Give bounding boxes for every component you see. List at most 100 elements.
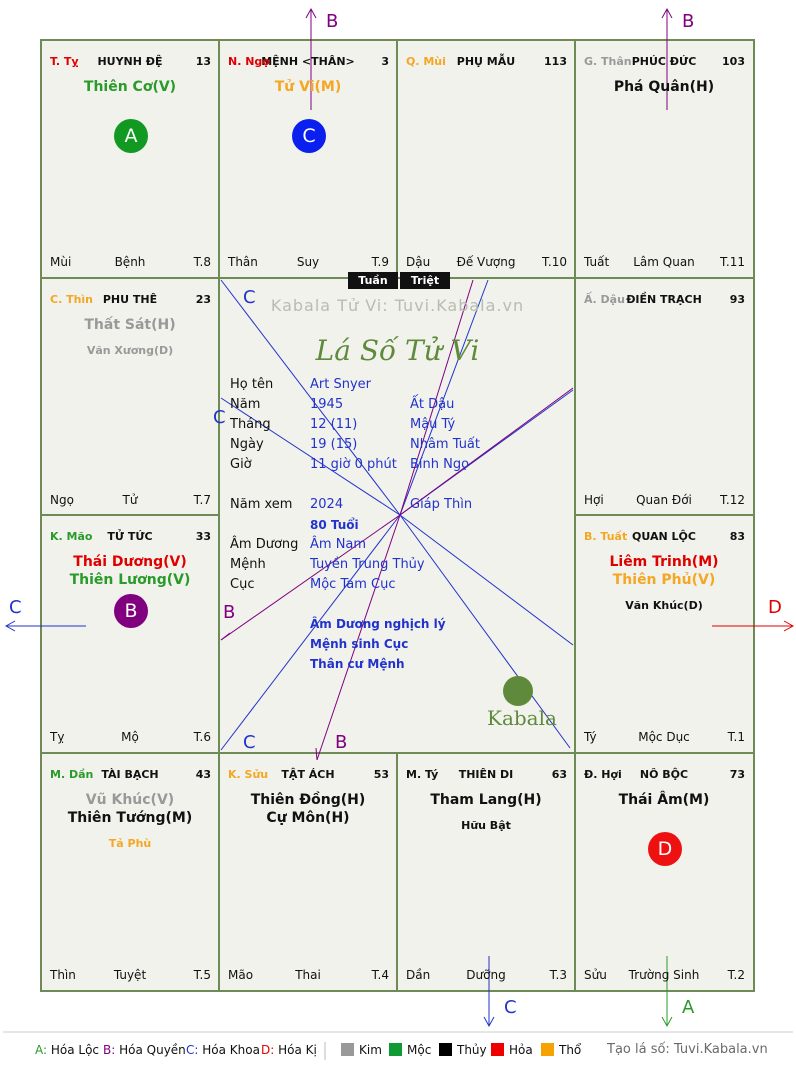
palace-stem-branch: K. Sửu [228, 768, 269, 781]
legend-mutation: A: Hóa Lộc [35, 1043, 99, 1057]
arrow-label-top-right: B [682, 11, 695, 32]
palace-stem-branch: N. Ngọ [228, 55, 270, 68]
info-value: 2024 [310, 497, 344, 512]
arrow-label-bottom-right: A [682, 997, 695, 1018]
palace-stage: Mộ [121, 730, 139, 744]
mutation-badge: C [292, 119, 326, 153]
center-note: Thân cư Mệnh [310, 657, 405, 671]
palace-stem-branch: Đ. Hợi [584, 768, 622, 781]
palace-branch-bottom: Tý [584, 730, 597, 744]
info-value-lunar: Mậu Tý [410, 417, 456, 432]
palace-cell-mao[interactable]: TỬ TỨC K. Mão 33 Thái Dương(V) Thiên Lương(V… [41, 515, 219, 752]
palace-stage: Thai [295, 968, 321, 982]
palace-cell-mui[interactable]: PHỤ MẪU Q. Mùi 113 Dậu Đế Vượng T.10 [397, 40, 575, 277]
star-name: Thái Dương(V) [73, 554, 187, 570]
star-name: Thiên Phủ(V) [612, 572, 716, 588]
palace-name: PHU THÊ [102, 293, 158, 306]
palace-branch-bottom: Tuất [584, 255, 610, 269]
element-swatch-icon [389, 1043, 402, 1056]
palace-cell-tyy[interactable]: THIÊN DI M. Tý 63 Tham Lang(H) Hữu Bật Dần Dưỡ… [397, 753, 575, 990]
palace-age-number: 93 [729, 293, 745, 306]
palace-cell-hoi[interactable]: NÔ BỘC Đ. Hợi 73 Thái Âm(M) D Sửu Trường Sinh T… [575, 753, 753, 990]
center-note: Âm Dương nghịch lý [310, 617, 446, 631]
info-label: Tháng [230, 417, 271, 432]
palace-stem-branch: Ấ. Dậu [584, 293, 625, 306]
legend-text: Thổ [559, 1043, 582, 1057]
palace-name: TÀI BẠCH [101, 768, 159, 781]
info-value-lunar: Giáp Thìn [410, 497, 473, 512]
palace-cell-suu[interactable]: TẬT ÁCH K. Sửu 53 Thiên Đồng(H) Cự Môn(H) Mão… [219, 753, 397, 990]
palace-period: T.8 [193, 255, 211, 269]
legend-text: Hóa Lộc [50, 1043, 100, 1057]
palace-cell-thin[interactable]: PHU THÊ C. Thìn 23 Thất Sát(H) Văn Xương(D) N… [41, 278, 219, 515]
palace-stage: Lâm Quan [633, 255, 695, 269]
star-name: Văn Xương(D) [86, 344, 174, 357]
star-name: Hữu Bật [461, 819, 511, 832]
palace-stem-branch: M. Dần [50, 768, 94, 781]
palace-cell-ngo[interactable]: MỆNH <THÂN> N. Ngọ 3 Tử Vi(M) C Thân Suy T.9 [219, 40, 397, 277]
palace-name: THIÊN DI [458, 768, 514, 781]
palace-age-number: 3 [381, 55, 389, 68]
info-label: Năm xem [230, 497, 293, 512]
palace-stage: Suy [296, 255, 320, 269]
legend-key: B: [103, 1043, 116, 1057]
palace-branch-bottom: Ngọ [50, 493, 74, 507]
arrow-label-left: C [9, 597, 22, 618]
star-name: Thiên Cơ(V) [83, 79, 177, 95]
palace-cell-dan[interactable]: TÀI BẠCH M. Dần 43 Vũ Khúc(V) Thiên Tướng(M)… [41, 753, 219, 990]
info-value: Art Snyer [310, 377, 371, 392]
element-swatch-icon [341, 1043, 354, 1056]
star-name: Tả Phù [108, 837, 152, 850]
info-value-lunar: Nhâm Tuất [410, 437, 480, 452]
arrow-label-top-left: B [326, 11, 339, 32]
info-label: Cục [230, 577, 255, 592]
palace-stage: Bệnh [114, 255, 146, 269]
palace-age-number: 13 [195, 55, 211, 68]
palace-stage: Trường Sinh [628, 968, 700, 982]
legend-mutation: C: Hóa Khoa [186, 1043, 260, 1057]
palace-age-number: 113 [544, 55, 567, 68]
palace-branch-bottom: Dần [406, 968, 431, 982]
palace-cell-tuat[interactable]: QUAN LỘC B. Tuất 83 Liêm Trinh(M) Thiên Phủ(… [575, 515, 753, 752]
info-value: 1945 [310, 397, 344, 412]
center-note: Mệnh sinh Cục [310, 637, 409, 651]
palace-branch-bottom: Mão [228, 968, 254, 982]
palace-name: PHỤ MẪU [456, 55, 516, 68]
info-value: Mộc Tam Cục [310, 577, 396, 592]
star-name: Liêm Trinh(M) [609, 554, 719, 570]
legend-element: Mộc [389, 1043, 431, 1057]
palace-period: T.10 [542, 255, 567, 269]
palace-age-number: 63 [551, 768, 567, 781]
palace-branch-bottom: Hợi [584, 493, 604, 507]
palace-name: PHÚC ĐỨC [631, 55, 697, 68]
palace-age-number: 103 [722, 55, 745, 68]
legend-mutation: B: Hóa Quyền [103, 1043, 186, 1057]
palace-stem-branch: B. Tuất [584, 530, 628, 543]
legend-text: Mộc [407, 1043, 432, 1057]
star-name: Phá Quân(H) [613, 79, 715, 95]
legend-text: Hóa Quyền [119, 1043, 186, 1057]
palace-cell-ty[interactable]: HUYNH ĐỆ T. Tỵ 13 Thiên Cơ(V) A Mùi Bệnh T.8 [41, 40, 219, 277]
legend-text: Hóa Khoa [202, 1043, 260, 1057]
palace-period: T.11 [720, 255, 745, 269]
watermark-title: Kabala Tử Vi: Tuvi.Kabala.vn [270, 296, 525, 315]
star-name: Văn Khúc(D) [625, 599, 703, 612]
palace-branch-bottom: Tỵ [50, 730, 65, 744]
element-swatch-icon [439, 1043, 452, 1056]
star-list: Thất Sát(H) Văn Xương(D) [41, 316, 219, 358]
credit-text[interactable]: Tạo lá số: Tuvi.Kabala.vn [607, 1042, 768, 1057]
legend-key: D: [261, 1043, 275, 1057]
inner-label-b2: B [335, 732, 348, 753]
info-label: Năm [230, 397, 261, 412]
palace-stage: Dưỡng [466, 968, 506, 982]
palace-name: ĐIỀN TRẠCH [626, 293, 702, 306]
legend-mutation: D: Hóa Kị [261, 1043, 317, 1057]
star-name: Thất Sát(H) [84, 317, 176, 333]
palace-cell-dau[interactable]: ĐIỀN TRẠCH Ấ. Dậu 93 Hợi Quan Đới T.12 [575, 278, 753, 515]
info-value: Tuyền Trung Thủy [310, 557, 425, 572]
kabala-tree-icon [503, 676, 533, 706]
palace-name: TỬ TỨC [107, 530, 153, 543]
palace-cell-than[interactable]: PHÚC ĐỨC G. Thân 103 Phá Quân(H) Tuất Lâm Qua… [575, 40, 753, 277]
arrow-label-right: D [768, 597, 782, 618]
